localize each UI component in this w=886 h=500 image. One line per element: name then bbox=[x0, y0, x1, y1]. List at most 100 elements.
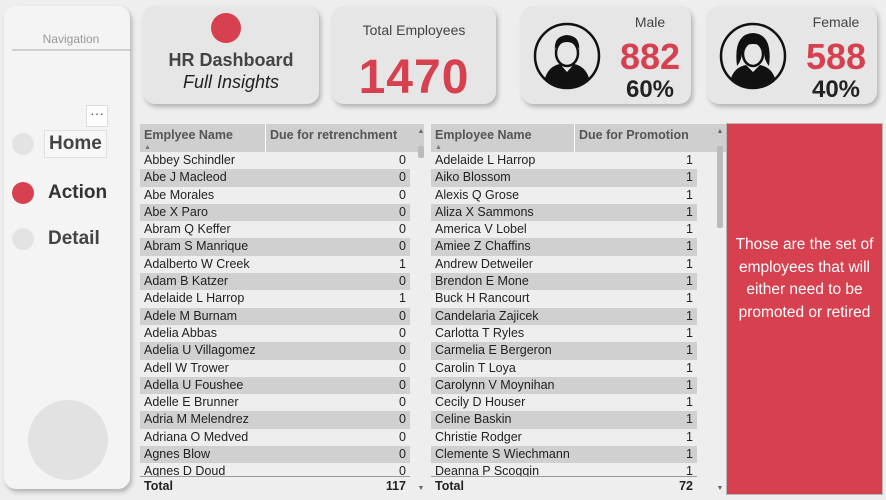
table-row[interactable]: Candelaria Zajicek 1 bbox=[431, 307, 697, 325]
scroll-thumb[interactable] bbox=[717, 146, 723, 228]
navigation-panel: Navigation ··· Home Action Detail bbox=[4, 6, 130, 489]
flag-value-cell: 1 bbox=[686, 222, 693, 237]
employee-name-cell: Carlotta T Ryles bbox=[435, 325, 525, 340]
table-row[interactable]: Abe J Macleod 0 bbox=[140, 169, 410, 187]
female-avatar-icon bbox=[719, 22, 787, 90]
column-header-name[interactable]: Employee Name ▲ bbox=[431, 124, 575, 152]
table-row[interactable]: Aliza X Sammons 1 bbox=[431, 203, 697, 222]
dashboard-subtitle: Full Insights bbox=[182, 72, 280, 92]
flag-value-cell: 0 bbox=[399, 429, 406, 444]
table-row[interactable]: Adell W Trower 0 bbox=[140, 360, 410, 377]
flag-value-cell: 0 bbox=[399, 308, 406, 323]
table-row[interactable]: Adele M Burnam 0 bbox=[140, 307, 410, 325]
employee-name-cell: Clemente S Wiechmann bbox=[435, 447, 570, 462]
table-total-row: Total 117 bbox=[140, 476, 410, 494]
nav-title: Navigation bbox=[12, 32, 130, 51]
scroll-thumb[interactable] bbox=[418, 146, 424, 158]
table-row[interactable]: Adelaide L Harrop 1 bbox=[431, 152, 697, 169]
table-row[interactable]: Deanna P Scoggin 1 bbox=[431, 463, 697, 478]
flag-value-cell: 1 bbox=[399, 291, 406, 306]
flag-value-cell: 1 bbox=[686, 239, 693, 254]
table-row[interactable]: Abram Q Keffer 0 bbox=[140, 221, 410, 238]
flag-value-cell: 1 bbox=[686, 343, 693, 358]
employee-name-cell: Candelaria Zajicek bbox=[435, 308, 539, 323]
table-row[interactable]: Abe X Paro 0 bbox=[140, 203, 410, 222]
table-row[interactable]: Adelia U Villagomez 0 bbox=[140, 342, 410, 360]
table-row[interactable]: Agnes Blow 0 bbox=[140, 446, 410, 464]
table-row[interactable]: Carolynn V Moynihan 1 bbox=[431, 376, 697, 395]
table-row[interactable]: Adelaide L Harrop 1 bbox=[140, 290, 410, 307]
table-scrollbar[interactable]: ▲ ▼ bbox=[715, 124, 725, 494]
nav-item-label: Home bbox=[44, 130, 107, 158]
flag-value-cell: 0 bbox=[399, 239, 406, 254]
table-row[interactable]: Abe Morales 0 bbox=[140, 187, 410, 204]
table-row[interactable]: Andrew Detweiler 1 bbox=[431, 256, 697, 273]
employee-name-cell: Christie Rodger bbox=[435, 429, 522, 444]
table-row[interactable]: Celine Baskin 1 bbox=[431, 411, 697, 429]
employee-name-cell: Carolynn V Moynihan bbox=[435, 377, 555, 392]
table-row[interactable]: Amiee Z Chaffins 1 bbox=[431, 238, 697, 256]
table-row[interactable]: Adalberto W Creek 1 bbox=[140, 256, 410, 273]
promotion-table: Employee Name ▲ Due for Promotion Adelai… bbox=[431, 124, 726, 494]
male-avatar-icon bbox=[533, 22, 601, 90]
table-scrollbar[interactable]: ▲ ▼ bbox=[416, 124, 426, 494]
table-row[interactable]: Adria M Melendrez 0 bbox=[140, 411, 410, 429]
table-row[interactable]: Carmelia E Bergeron 1 bbox=[431, 342, 697, 360]
table-row[interactable]: Abram S Manrique 0 bbox=[140, 238, 410, 256]
column-header-promotion[interactable]: Due for Promotion bbox=[579, 128, 689, 142]
employee-name-cell: Aliza X Sammons bbox=[435, 204, 534, 219]
table-row[interactable]: Brendon E Mone 1 bbox=[431, 273, 697, 291]
total-value: 117 bbox=[385, 479, 406, 493]
table-row[interactable]: Adelia Abbas 0 bbox=[140, 325, 410, 342]
employee-name-cell: Carmelia E Bergeron bbox=[435, 343, 552, 358]
dashboard-title: HR Dashboard bbox=[168, 50, 294, 70]
column-header-retrenchment[interactable]: Due for retrenchment bbox=[270, 128, 398, 142]
table-row[interactable]: Cecily D Houser 1 bbox=[431, 394, 697, 411]
table-row[interactable]: Aiko Blossom 1 bbox=[431, 169, 697, 187]
nav-item-home[interactable]: Home bbox=[12, 130, 107, 158]
table-row[interactable]: Agnes D Doud 0 bbox=[140, 463, 410, 478]
more-options-icon[interactable]: ··· bbox=[86, 105, 108, 127]
female-label: Female bbox=[812, 14, 860, 30]
table-row[interactable]: Carlotta T Ryles 1 bbox=[431, 325, 697, 342]
flag-value-cell: 1 bbox=[686, 153, 693, 167]
total-employees-label: Total Employees bbox=[362, 22, 466, 38]
flag-value-cell: 1 bbox=[686, 170, 693, 185]
table-row[interactable]: Adella U Foushee 0 bbox=[140, 376, 410, 395]
nav-item-detail[interactable]: Detail bbox=[12, 226, 104, 252]
flag-value-cell: 0 bbox=[399, 187, 406, 202]
employee-name-cell: Deanna P Scoggin bbox=[435, 464, 540, 478]
flag-value-cell: 0 bbox=[399, 222, 406, 237]
flag-value-cell: 1 bbox=[686, 291, 693, 306]
scroll-down-icon[interactable]: ▼ bbox=[417, 485, 425, 492]
employee-name-cell: Adriana O Medved bbox=[144, 429, 249, 444]
table-row[interactable]: Clemente S Wiechmann 1 bbox=[431, 446, 697, 464]
scroll-up-icon[interactable]: ▲ bbox=[417, 128, 425, 135]
flag-value-cell: 1 bbox=[686, 464, 693, 478]
table-row[interactable]: Adelle E Brunner 0 bbox=[140, 394, 410, 411]
table-row[interactable]: Buck H Rancourt 1 bbox=[431, 290, 697, 307]
flag-value-cell: 1 bbox=[686, 447, 693, 462]
employee-name-cell: Brendon E Mone bbox=[435, 274, 529, 289]
scroll-down-icon[interactable]: ▼ bbox=[716, 485, 724, 492]
nav-item-label: Detail bbox=[48, 228, 100, 249]
table-row[interactable]: Christie Rodger 1 bbox=[431, 429, 697, 446]
table-row[interactable]: Carolin T Loya 1 bbox=[431, 360, 697, 377]
column-header-name[interactable]: Emplyee Name ▲ bbox=[140, 124, 266, 152]
flag-value-cell: 0 bbox=[399, 395, 406, 410]
flag-value-cell: 0 bbox=[399, 412, 406, 427]
scroll-up-icon[interactable]: ▲ bbox=[716, 128, 724, 135]
table-row[interactable]: Alexis Q Grose 1 bbox=[431, 187, 697, 204]
table-row[interactable]: Abbey Schindler 0 bbox=[140, 152, 410, 169]
flag-value-cell: 0 bbox=[399, 343, 406, 358]
nav-item-action[interactable]: Action bbox=[12, 180, 111, 206]
table-row[interactable]: America V Lobel 1 bbox=[431, 221, 697, 238]
employee-name-cell: Celine Baskin bbox=[435, 412, 512, 427]
female-card: Female 588 40% bbox=[707, 6, 877, 104]
employee-name-cell: Adelaide L Harrop bbox=[435, 153, 536, 167]
table-row[interactable]: Adriana O Medved 0 bbox=[140, 429, 410, 446]
flag-value-cell: 0 bbox=[399, 464, 406, 478]
male-label: Male bbox=[634, 14, 666, 30]
flag-value-cell: 0 bbox=[399, 447, 406, 462]
table-row[interactable]: Adam B Katzer 0 bbox=[140, 273, 410, 291]
